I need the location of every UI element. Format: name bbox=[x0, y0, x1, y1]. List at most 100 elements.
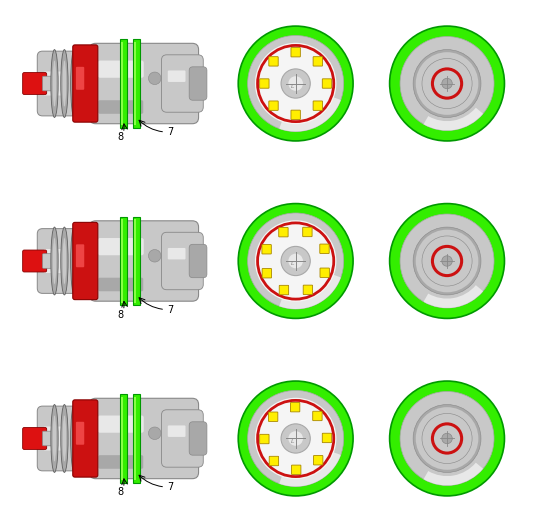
FancyBboxPatch shape bbox=[161, 55, 203, 112]
Circle shape bbox=[442, 256, 452, 266]
FancyBboxPatch shape bbox=[98, 61, 144, 78]
Circle shape bbox=[148, 250, 161, 262]
Circle shape bbox=[416, 52, 478, 115]
FancyBboxPatch shape bbox=[99, 455, 143, 469]
Text: 7: 7 bbox=[167, 304, 173, 315]
FancyBboxPatch shape bbox=[22, 428, 46, 449]
Ellipse shape bbox=[62, 238, 67, 284]
Circle shape bbox=[413, 405, 481, 472]
Bar bbox=[121, 397, 123, 480]
FancyBboxPatch shape bbox=[189, 422, 207, 455]
Bar bbox=[121, 219, 123, 303]
Bar bbox=[133, 394, 139, 483]
Circle shape bbox=[422, 58, 472, 109]
FancyBboxPatch shape bbox=[303, 285, 312, 294]
FancyBboxPatch shape bbox=[303, 227, 312, 236]
FancyBboxPatch shape bbox=[320, 268, 329, 277]
FancyBboxPatch shape bbox=[90, 43, 199, 124]
Circle shape bbox=[248, 213, 344, 309]
Ellipse shape bbox=[51, 405, 58, 472]
Ellipse shape bbox=[60, 227, 68, 295]
FancyBboxPatch shape bbox=[99, 278, 143, 291]
FancyBboxPatch shape bbox=[268, 412, 278, 421]
FancyBboxPatch shape bbox=[291, 110, 300, 120]
Text: L: L bbox=[291, 84, 295, 89]
Ellipse shape bbox=[60, 50, 68, 117]
Ellipse shape bbox=[71, 50, 78, 117]
Ellipse shape bbox=[71, 227, 78, 295]
FancyBboxPatch shape bbox=[43, 431, 56, 446]
Circle shape bbox=[390, 381, 505, 496]
Wedge shape bbox=[423, 462, 483, 485]
FancyBboxPatch shape bbox=[76, 422, 84, 445]
FancyBboxPatch shape bbox=[292, 465, 301, 474]
FancyBboxPatch shape bbox=[73, 45, 98, 122]
Circle shape bbox=[255, 398, 337, 479]
Bar bbox=[121, 42, 123, 125]
Ellipse shape bbox=[72, 238, 76, 284]
FancyBboxPatch shape bbox=[44, 249, 62, 273]
FancyBboxPatch shape bbox=[260, 434, 269, 444]
FancyBboxPatch shape bbox=[168, 248, 185, 259]
Circle shape bbox=[413, 50, 481, 117]
FancyBboxPatch shape bbox=[322, 433, 332, 443]
Circle shape bbox=[390, 26, 505, 141]
Circle shape bbox=[148, 72, 161, 85]
Circle shape bbox=[416, 230, 478, 292]
FancyBboxPatch shape bbox=[279, 228, 288, 237]
FancyBboxPatch shape bbox=[38, 51, 82, 116]
FancyBboxPatch shape bbox=[43, 76, 56, 91]
Ellipse shape bbox=[60, 405, 68, 472]
Circle shape bbox=[442, 78, 452, 89]
FancyBboxPatch shape bbox=[98, 416, 144, 433]
Circle shape bbox=[422, 413, 472, 464]
Circle shape bbox=[238, 204, 353, 318]
Bar bbox=[120, 394, 127, 483]
FancyBboxPatch shape bbox=[73, 400, 98, 477]
Text: 8: 8 bbox=[117, 132, 123, 143]
FancyBboxPatch shape bbox=[168, 425, 185, 437]
FancyBboxPatch shape bbox=[189, 67, 207, 100]
Circle shape bbox=[413, 227, 481, 295]
Text: 8: 8 bbox=[117, 310, 123, 320]
Ellipse shape bbox=[53, 60, 57, 107]
Ellipse shape bbox=[51, 50, 58, 117]
FancyBboxPatch shape bbox=[189, 244, 207, 278]
FancyBboxPatch shape bbox=[262, 268, 272, 278]
FancyBboxPatch shape bbox=[44, 426, 62, 450]
Bar bbox=[134, 219, 136, 303]
FancyBboxPatch shape bbox=[168, 70, 185, 82]
Ellipse shape bbox=[72, 60, 76, 107]
Circle shape bbox=[288, 76, 303, 91]
Circle shape bbox=[400, 214, 494, 308]
Circle shape bbox=[281, 69, 310, 98]
Circle shape bbox=[238, 26, 353, 141]
Wedge shape bbox=[423, 285, 483, 308]
Circle shape bbox=[422, 236, 472, 286]
Circle shape bbox=[248, 35, 344, 132]
FancyBboxPatch shape bbox=[76, 67, 84, 90]
Circle shape bbox=[255, 220, 337, 302]
FancyBboxPatch shape bbox=[22, 73, 46, 94]
FancyBboxPatch shape bbox=[279, 286, 288, 295]
FancyBboxPatch shape bbox=[38, 229, 82, 293]
FancyBboxPatch shape bbox=[312, 411, 322, 421]
Ellipse shape bbox=[53, 238, 57, 284]
FancyBboxPatch shape bbox=[314, 456, 323, 465]
Circle shape bbox=[281, 246, 310, 276]
FancyBboxPatch shape bbox=[313, 57, 323, 66]
FancyBboxPatch shape bbox=[44, 72, 62, 96]
Wedge shape bbox=[279, 452, 341, 487]
FancyBboxPatch shape bbox=[269, 101, 278, 110]
FancyBboxPatch shape bbox=[260, 79, 269, 88]
Text: L: L bbox=[291, 261, 295, 266]
Text: L: L bbox=[291, 438, 295, 444]
Circle shape bbox=[238, 381, 353, 496]
Ellipse shape bbox=[62, 415, 67, 462]
Bar bbox=[133, 217, 139, 305]
Ellipse shape bbox=[53, 415, 57, 462]
FancyBboxPatch shape bbox=[161, 232, 203, 290]
FancyBboxPatch shape bbox=[38, 406, 82, 471]
Circle shape bbox=[416, 407, 478, 470]
FancyBboxPatch shape bbox=[76, 244, 84, 267]
